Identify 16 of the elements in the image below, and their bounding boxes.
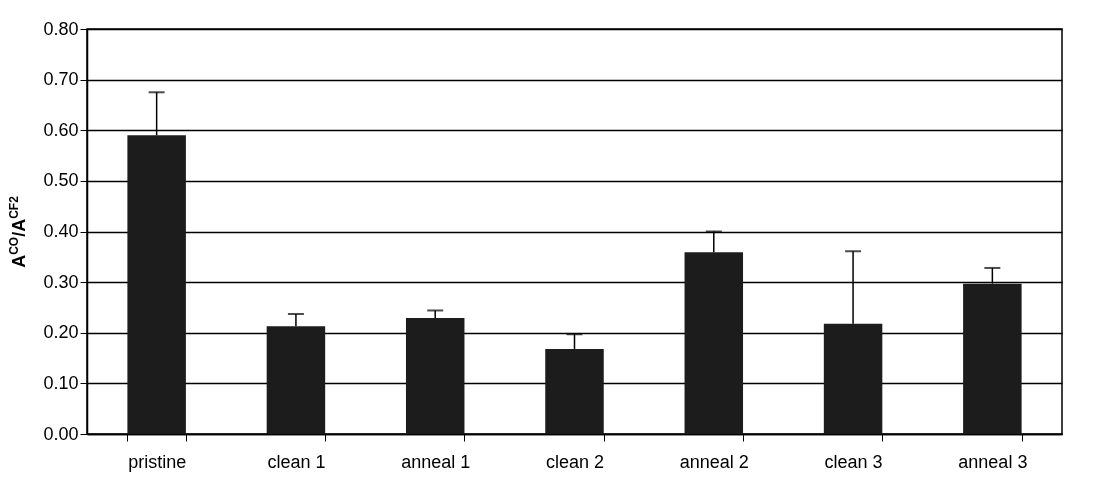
y-tick-label: 0.00 — [43, 423, 79, 444]
x-tick-label: clean 3 — [824, 451, 883, 472]
x-tick-label: anneal 1 — [401, 451, 471, 472]
y-tick-label: 0.30 — [43, 271, 79, 292]
y-tick-label: 0.80 — [43, 18, 79, 39]
x-tick-label: anneal 3 — [958, 451, 1028, 472]
y-tick-label: 0.10 — [43, 372, 79, 393]
x-tick-label: clean 1 — [267, 451, 326, 472]
y-tick-label: 0.50 — [43, 170, 79, 191]
y-tick-label: 0.20 — [43, 322, 79, 343]
y-tick-label: 0.40 — [43, 221, 79, 241]
x-tick-label: anneal 2 — [679, 451, 749, 472]
y-tick-label: 0.60 — [43, 119, 79, 140]
y-tick-label: 0.70 — [43, 69, 79, 90]
x-tick-label: clean 2 — [545, 451, 605, 472]
x-tick-label: pristine — [128, 451, 187, 472]
